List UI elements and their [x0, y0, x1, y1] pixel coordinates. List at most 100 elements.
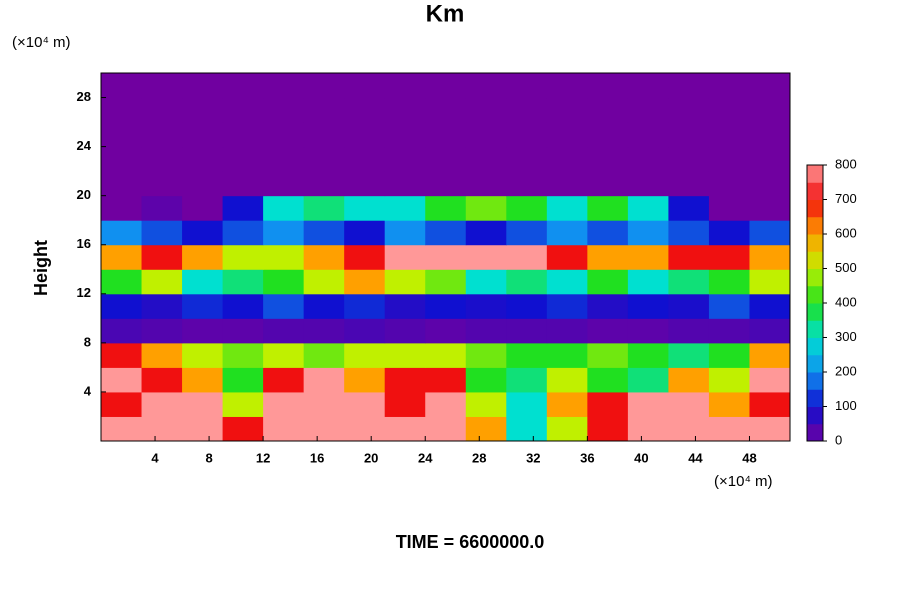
x-tick-label: 40 — [634, 450, 648, 465]
heat-cell — [627, 269, 669, 295]
heat-cell — [182, 269, 224, 295]
heat-cell — [303, 171, 345, 197]
heat-cell — [425, 269, 467, 295]
heat-cell — [263, 195, 305, 221]
heat-cell — [182, 416, 224, 442]
heat-cell — [303, 244, 345, 270]
heat-cell — [101, 220, 143, 246]
colorbar-tick-label: 800 — [835, 156, 857, 171]
heat-cell — [668, 73, 710, 99]
heat-cell — [384, 171, 426, 197]
heat-cell — [627, 391, 669, 417]
heat-cell — [506, 97, 548, 123]
heat-cell — [627, 171, 669, 197]
heat-cell — [263, 171, 305, 197]
x-tick-label: 16 — [310, 450, 324, 465]
heat-cell — [465, 269, 507, 295]
heat-cell — [182, 293, 224, 319]
heat-cell — [141, 269, 183, 295]
heat-cell — [101, 416, 143, 442]
heat-cell — [749, 244, 791, 270]
heat-cell — [101, 195, 143, 221]
heat-cell — [425, 171, 467, 197]
heat-cell — [465, 391, 507, 417]
heat-cell — [465, 367, 507, 393]
colorbar-band — [807, 268, 823, 287]
heat-cell — [668, 269, 710, 295]
heat-cell — [141, 97, 183, 123]
heat-cell — [222, 367, 264, 393]
heat-cell — [263, 269, 305, 295]
colorbar-band — [807, 216, 823, 235]
colorbar-band — [807, 303, 823, 321]
heat-cell — [668, 318, 710, 344]
heat-cell — [303, 342, 345, 368]
heat-cell — [101, 97, 143, 123]
heat-cell — [384, 293, 426, 319]
heat-cell — [425, 293, 467, 319]
heat-cell — [506, 318, 548, 344]
y-axis-label: Height — [31, 240, 51, 296]
heat-cell — [141, 416, 183, 442]
heat-cell — [141, 293, 183, 319]
heat-cell — [749, 416, 791, 442]
heat-cell — [182, 97, 224, 123]
heat-cell — [182, 122, 224, 148]
x-tick-label: 4 — [151, 450, 159, 465]
y-unit: (×10⁴ m) — [12, 34, 71, 51]
heat-cell — [506, 73, 548, 99]
heat-cell — [546, 391, 588, 417]
heat-cell — [384, 73, 426, 99]
heat-cell — [627, 122, 669, 148]
heat-cell — [303, 73, 345, 99]
heat-cell — [344, 122, 386, 148]
heat-cell — [708, 220, 750, 246]
heat-cell — [708, 195, 750, 221]
heat-cell — [222, 122, 264, 148]
heat-cell — [506, 244, 548, 270]
heat-cell — [344, 269, 386, 295]
heat-cell — [546, 416, 588, 442]
heat-cell — [749, 97, 791, 123]
heat-cell — [627, 342, 669, 368]
heat-cell — [465, 293, 507, 319]
x-tick-label: 12 — [256, 450, 270, 465]
heat-cell — [303, 391, 345, 417]
heat-cell — [344, 146, 386, 172]
heat-cell — [627, 97, 669, 123]
heat-cell — [708, 97, 750, 123]
heat-cell — [465, 195, 507, 221]
heat-cell — [708, 293, 750, 319]
heat-cell — [303, 146, 345, 172]
heat-cell — [303, 269, 345, 295]
heat-cell — [749, 220, 791, 246]
heat-cell — [344, 367, 386, 393]
heat-cell — [344, 73, 386, 99]
heat-cell — [627, 220, 669, 246]
heat-cell — [546, 367, 588, 393]
heat-cell — [668, 146, 710, 172]
x-tick-label: 32 — [526, 450, 540, 465]
heat-cell — [425, 318, 467, 344]
heat-cell — [708, 391, 750, 417]
colorbar-tick-label: 700 — [835, 191, 857, 206]
heat-cell — [101, 318, 143, 344]
heat-cell — [141, 367, 183, 393]
heat-cell — [182, 342, 224, 368]
heat-cell — [425, 195, 467, 221]
heat-cell — [506, 195, 548, 221]
heat-cell — [182, 244, 224, 270]
colorbar-tick-label: 200 — [835, 363, 857, 378]
heat-cell — [101, 342, 143, 368]
heat-cell — [587, 367, 629, 393]
heat-cell — [141, 171, 183, 197]
y-tick-label: 16 — [77, 236, 91, 251]
heat-cell — [627, 318, 669, 344]
heat-cell — [425, 391, 467, 417]
heat-cell — [101, 269, 143, 295]
heat-cell — [749, 122, 791, 148]
heat-cell — [425, 97, 467, 123]
colorbar-band — [807, 337, 823, 356]
